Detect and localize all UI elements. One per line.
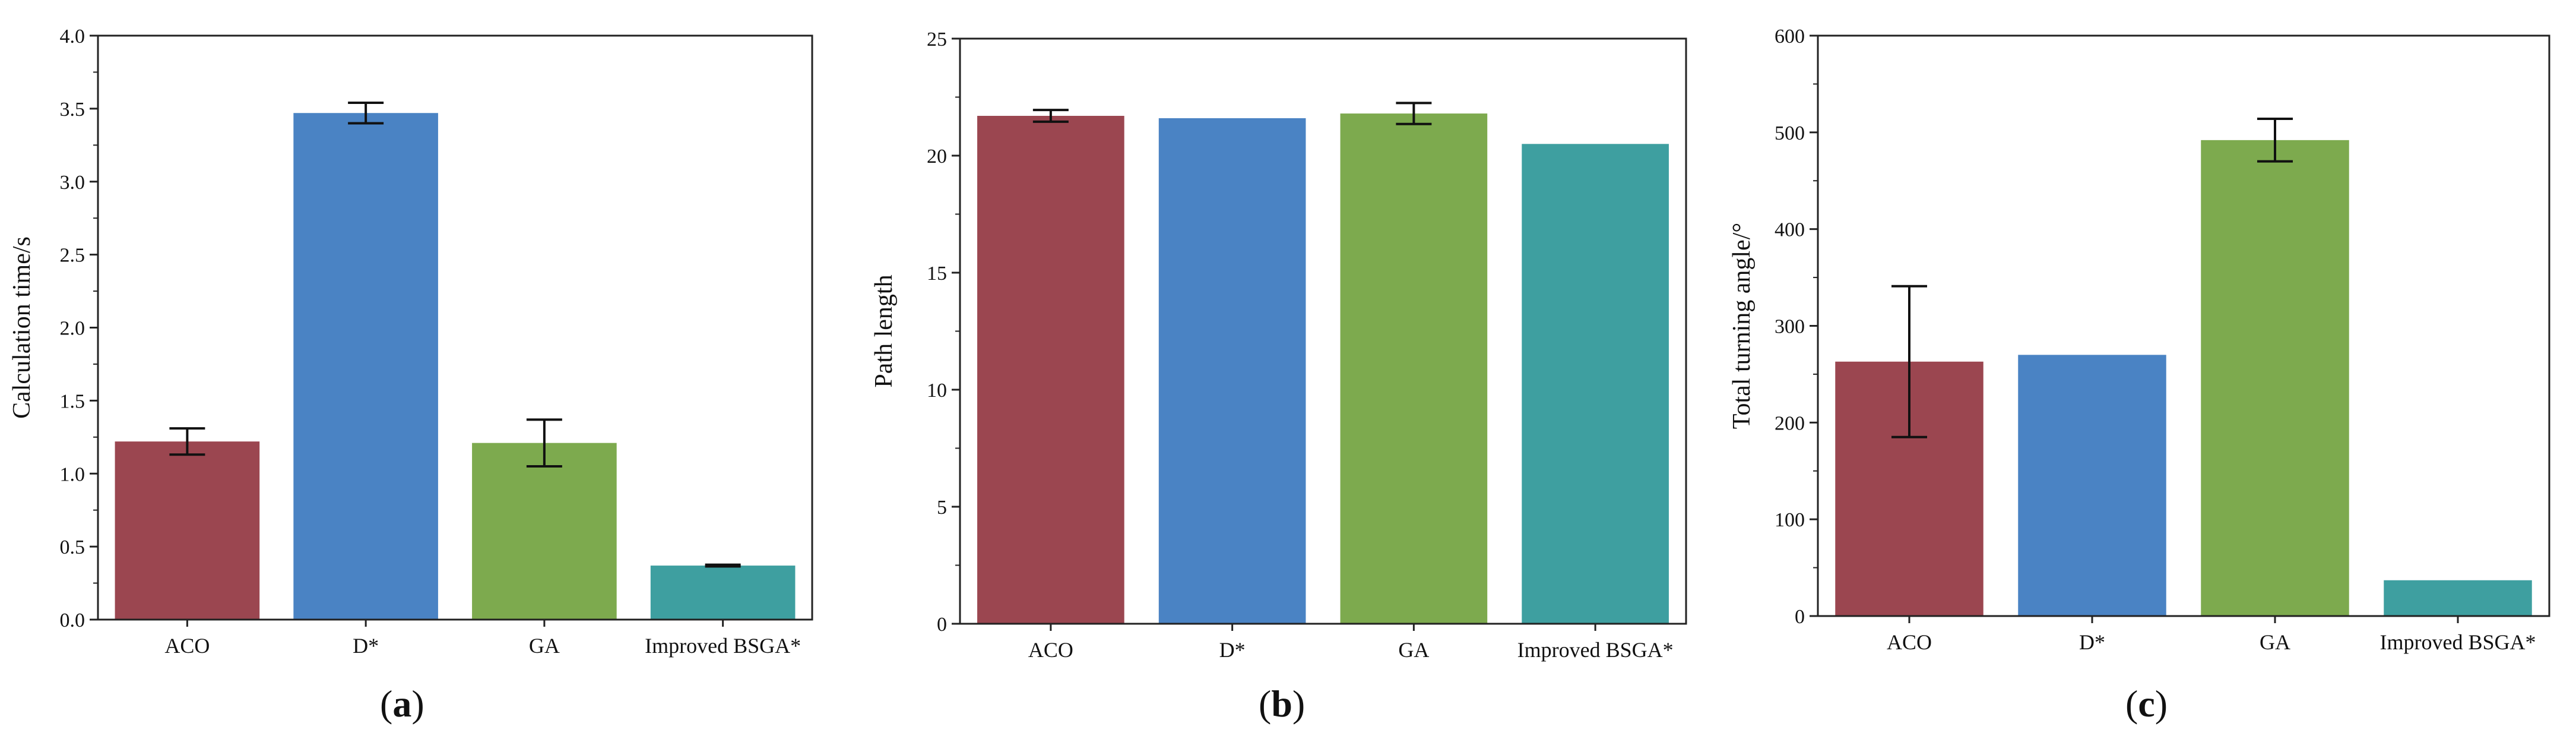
- errorbar-b-0: [1032, 109, 1069, 123]
- bar-b-0: [977, 116, 1124, 624]
- y-tick-label-a-5: 2.5: [60, 245, 85, 267]
- bar-b-2: [1340, 113, 1488, 624]
- x-tick-label-b-0: ACO: [1028, 638, 1073, 662]
- x-tick-label-a-0: ACO: [164, 634, 210, 658]
- chart-panel-c: ACO D* GA Improved BSGA* 0 100 200 300 400 500 600…: [1728, 26, 2550, 654]
- bar-c-3: [2384, 580, 2532, 616]
- panel-label-a: (a): [380, 683, 424, 725]
- bar-c-2: [2201, 140, 2349, 617]
- bar-c-1: [2018, 355, 2166, 616]
- errorbar-c-0: [1891, 285, 1927, 438]
- y-tick-label-c-1: 100: [1775, 509, 1805, 531]
- y-tick-label-a-4: 2.0: [60, 318, 85, 340]
- y-axis-label-a: Calculation time/s: [8, 236, 36, 419]
- bar-a-2: [472, 443, 617, 620]
- y-tick-label-c-2: 200: [1775, 412, 1805, 434]
- y-tick-label-a-3: 1.5: [60, 390, 85, 412]
- errorbar-a-0: [169, 427, 205, 456]
- panel-label-b-text: b: [1271, 683, 1292, 725]
- y-tick-label-c-0: 0: [1795, 606, 1805, 628]
- y-axis-label-b: Path length: [870, 274, 898, 387]
- y-tick-label-c-5: 500: [1775, 122, 1805, 144]
- y-tick-label-c-3: 300: [1775, 316, 1805, 338]
- x-tick-label-c-3: Improved BSGA*: [2380, 630, 2536, 654]
- y-tick-label-b-1: 5: [937, 497, 947, 519]
- x-tick-label-a-2: GA: [529, 634, 560, 658]
- errorbar-a-1: [348, 102, 384, 125]
- panel-label-a-text: a: [392, 683, 412, 725]
- panel-label-b: (b): [1259, 683, 1306, 725]
- x-tick-label-c-1: D*: [2079, 630, 2105, 654]
- chart-panel-a: ACO D* GA Improved BSGA* 0.0 0.5 1.0 1.5 2.0 2.5 3…: [8, 26, 813, 658]
- x-tick-label-b-3: Improved BSGA*: [1517, 638, 1674, 662]
- x-tick-label-a-3: Improved BSGA*: [645, 634, 801, 658]
- x-tick-label-a-1: D*: [353, 634, 379, 658]
- bar-b-3: [1522, 144, 1669, 624]
- y-axis-label-c: Total turning angle/°: [1728, 223, 1756, 429]
- y-tick-label-c-6: 600: [1775, 26, 1805, 48]
- y-tick-label-a-6: 3.0: [60, 172, 85, 194]
- bar-a-3: [650, 566, 796, 620]
- y-tick-label-b-0: 0: [937, 614, 947, 636]
- y-tick-label-b-3: 15: [927, 263, 947, 285]
- bar-a-1: [293, 113, 438, 620]
- x-tick-label-b-2: GA: [1398, 638, 1429, 662]
- panel-label-c: (c): [2125, 683, 2168, 725]
- chart-panel-b: ACO D* GA Improved BSGA* 0 5 10 15 20 25 Path leng…: [870, 29, 1687, 662]
- errorbar-b-2: [1396, 102, 1432, 125]
- x-tick-label-c-0: ACO: [1887, 630, 1932, 654]
- y-tick-label-a-2: 1.0: [60, 463, 85, 485]
- y-tick-label-c-4: 400: [1775, 219, 1805, 241]
- x-tick-label-b-1: D*: [1219, 638, 1246, 662]
- y-tick-label-a-7: 3.5: [60, 99, 85, 121]
- y-tick-label-b-5: 25: [927, 29, 947, 50]
- y-tick-label-a-8: 4.0: [60, 26, 85, 48]
- panel-label-c-text: c: [2138, 683, 2155, 725]
- y-tick-label-a-0: 0.0: [60, 609, 85, 631]
- errorbar-a-2: [526, 418, 562, 468]
- y-tick-label-b-4: 20: [927, 146, 947, 168]
- y-tick-label-a-1: 0.5: [60, 536, 85, 558]
- x-tick-label-c-2: GA: [2260, 630, 2290, 654]
- bar-b-1: [1158, 118, 1306, 624]
- bar-a-0: [115, 441, 260, 620]
- errorbar-a-3: [705, 563, 741, 568]
- y-tick-label-b-2: 10: [927, 380, 947, 402]
- errorbar-c-2: [2257, 118, 2293, 163]
